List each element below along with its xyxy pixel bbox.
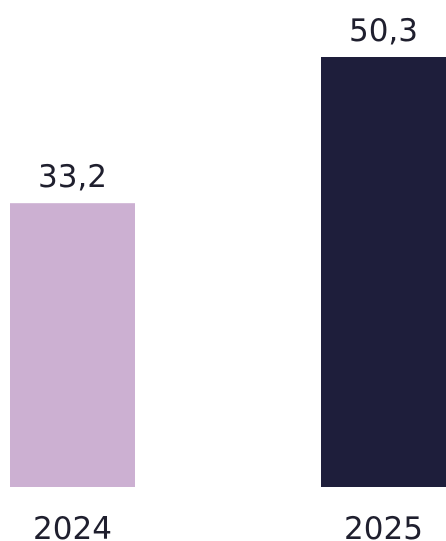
x-tick-label-2024: 2024 <box>33 511 112 541</box>
bar-2024 <box>10 203 135 487</box>
x-tick-label-2025: 2025 <box>344 511 423 541</box>
data-label-2025: 50,3 <box>349 13 418 49</box>
data-label-2024: 33,2 <box>38 159 107 195</box>
bar-2025 <box>321 57 446 487</box>
